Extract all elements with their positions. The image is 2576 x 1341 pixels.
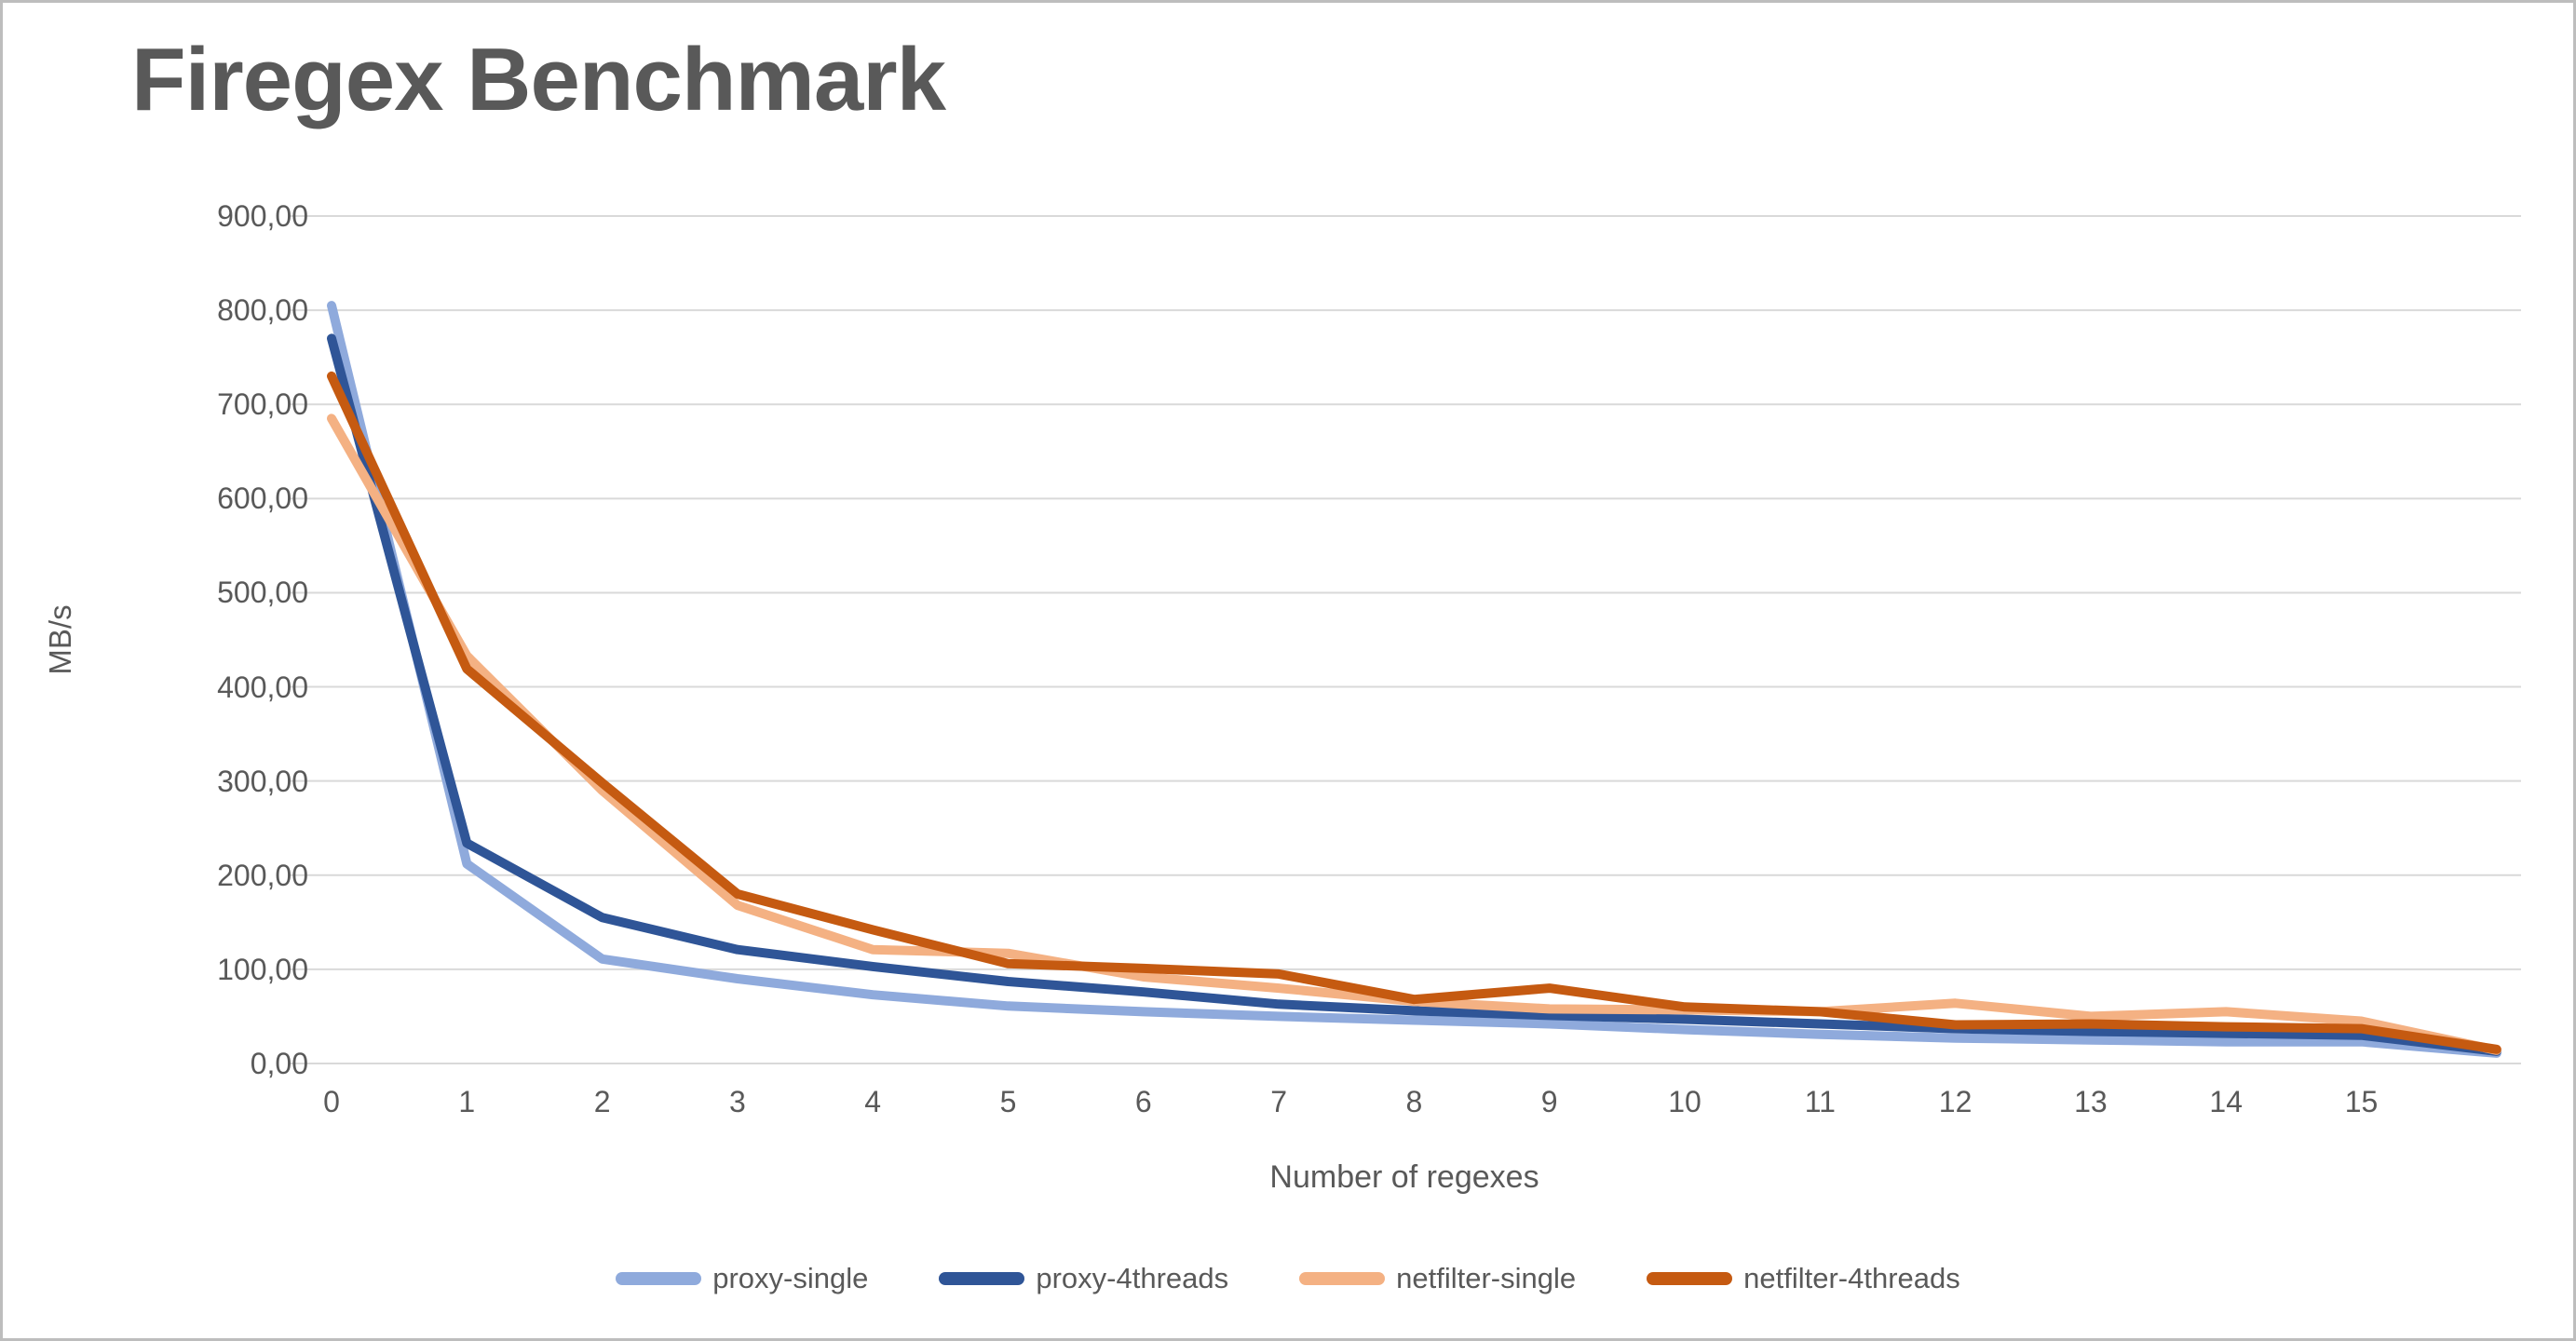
series-line-netfilter-single bbox=[327, 413, 2501, 1055]
x-tick-label: 6 bbox=[1134, 1085, 1152, 1118]
y-tick-label: 700,00 bbox=[217, 387, 308, 422]
x-tick-label: 1 bbox=[458, 1085, 476, 1118]
x-axis-title: Number of regexes bbox=[1269, 1159, 1539, 1195]
legend-item-netfilter-single[interactable]: netfilter-single bbox=[1299, 1262, 1576, 1295]
x-tick-label: 3 bbox=[728, 1085, 746, 1118]
x-tick-label: 4 bbox=[864, 1085, 882, 1118]
plot-area bbox=[288, 215, 2521, 1064]
x-tick-label: 14 bbox=[2209, 1085, 2243, 1118]
y-tick-label: 0,00 bbox=[250, 1047, 308, 1080]
x-tick-label: 2 bbox=[593, 1085, 611, 1118]
series-line-proxy-single bbox=[327, 301, 2501, 1058]
series-line-proxy-4threads bbox=[327, 333, 2501, 1056]
legend-item-proxy-single[interactable]: proxy-single bbox=[616, 1262, 868, 1295]
y-tick-label: 500,00 bbox=[217, 576, 308, 610]
x-tick-label: 7 bbox=[1270, 1085, 1287, 1118]
y-tick-label: 200,00 bbox=[217, 858, 308, 892]
legend-label: netfilter-4threads bbox=[1743, 1262, 1960, 1294]
legend-label: proxy-single bbox=[712, 1262, 869, 1294]
y-axis-title: MB/s bbox=[43, 604, 77, 675]
y-tick-label: 900,00 bbox=[217, 199, 308, 233]
legend-swatch-icon bbox=[1647, 1272, 1733, 1285]
legend-item-netfilter-4threads[interactable]: netfilter-4threads bbox=[1647, 1262, 1960, 1295]
legend-swatch-icon bbox=[939, 1272, 1025, 1285]
y-tick-label: 600,00 bbox=[217, 481, 308, 516]
y-tick-label: 800,00 bbox=[217, 293, 308, 328]
y-tick-label: 100,00 bbox=[217, 952, 308, 986]
series-line-netfilter-4threads bbox=[327, 371, 2501, 1054]
x-tick-label: 9 bbox=[1540, 1085, 1558, 1118]
y-tick-label: 300,00 bbox=[217, 764, 308, 798]
legend-swatch-icon bbox=[1299, 1272, 1386, 1285]
legend-item-proxy-4threads[interactable]: proxy-4threads bbox=[939, 1262, 1228, 1295]
x-tick-label: 12 bbox=[1938, 1085, 1973, 1118]
y-tick-label: 400,00 bbox=[217, 670, 308, 704]
x-tick-label: 8 bbox=[1405, 1085, 1423, 1118]
x-tick-label: 11 bbox=[1804, 1085, 1836, 1118]
x-tick-label: 15 bbox=[2344, 1085, 2379, 1118]
chart-title: Firegex Benchmark bbox=[131, 30, 946, 129]
legend-label: netfilter-single bbox=[1396, 1262, 1577, 1294]
x-tick-label: 5 bbox=[999, 1085, 1017, 1118]
x-tick-label: 13 bbox=[2074, 1085, 2108, 1118]
x-tick-label: 10 bbox=[1668, 1085, 1702, 1118]
x-tick-label: 0 bbox=[323, 1085, 340, 1118]
legend-swatch-icon bbox=[616, 1272, 702, 1285]
legend-label: proxy-4threads bbox=[1036, 1262, 1229, 1294]
legend: proxy-single proxy-4threads netfilter-sing… bbox=[3, 1262, 2573, 1295]
